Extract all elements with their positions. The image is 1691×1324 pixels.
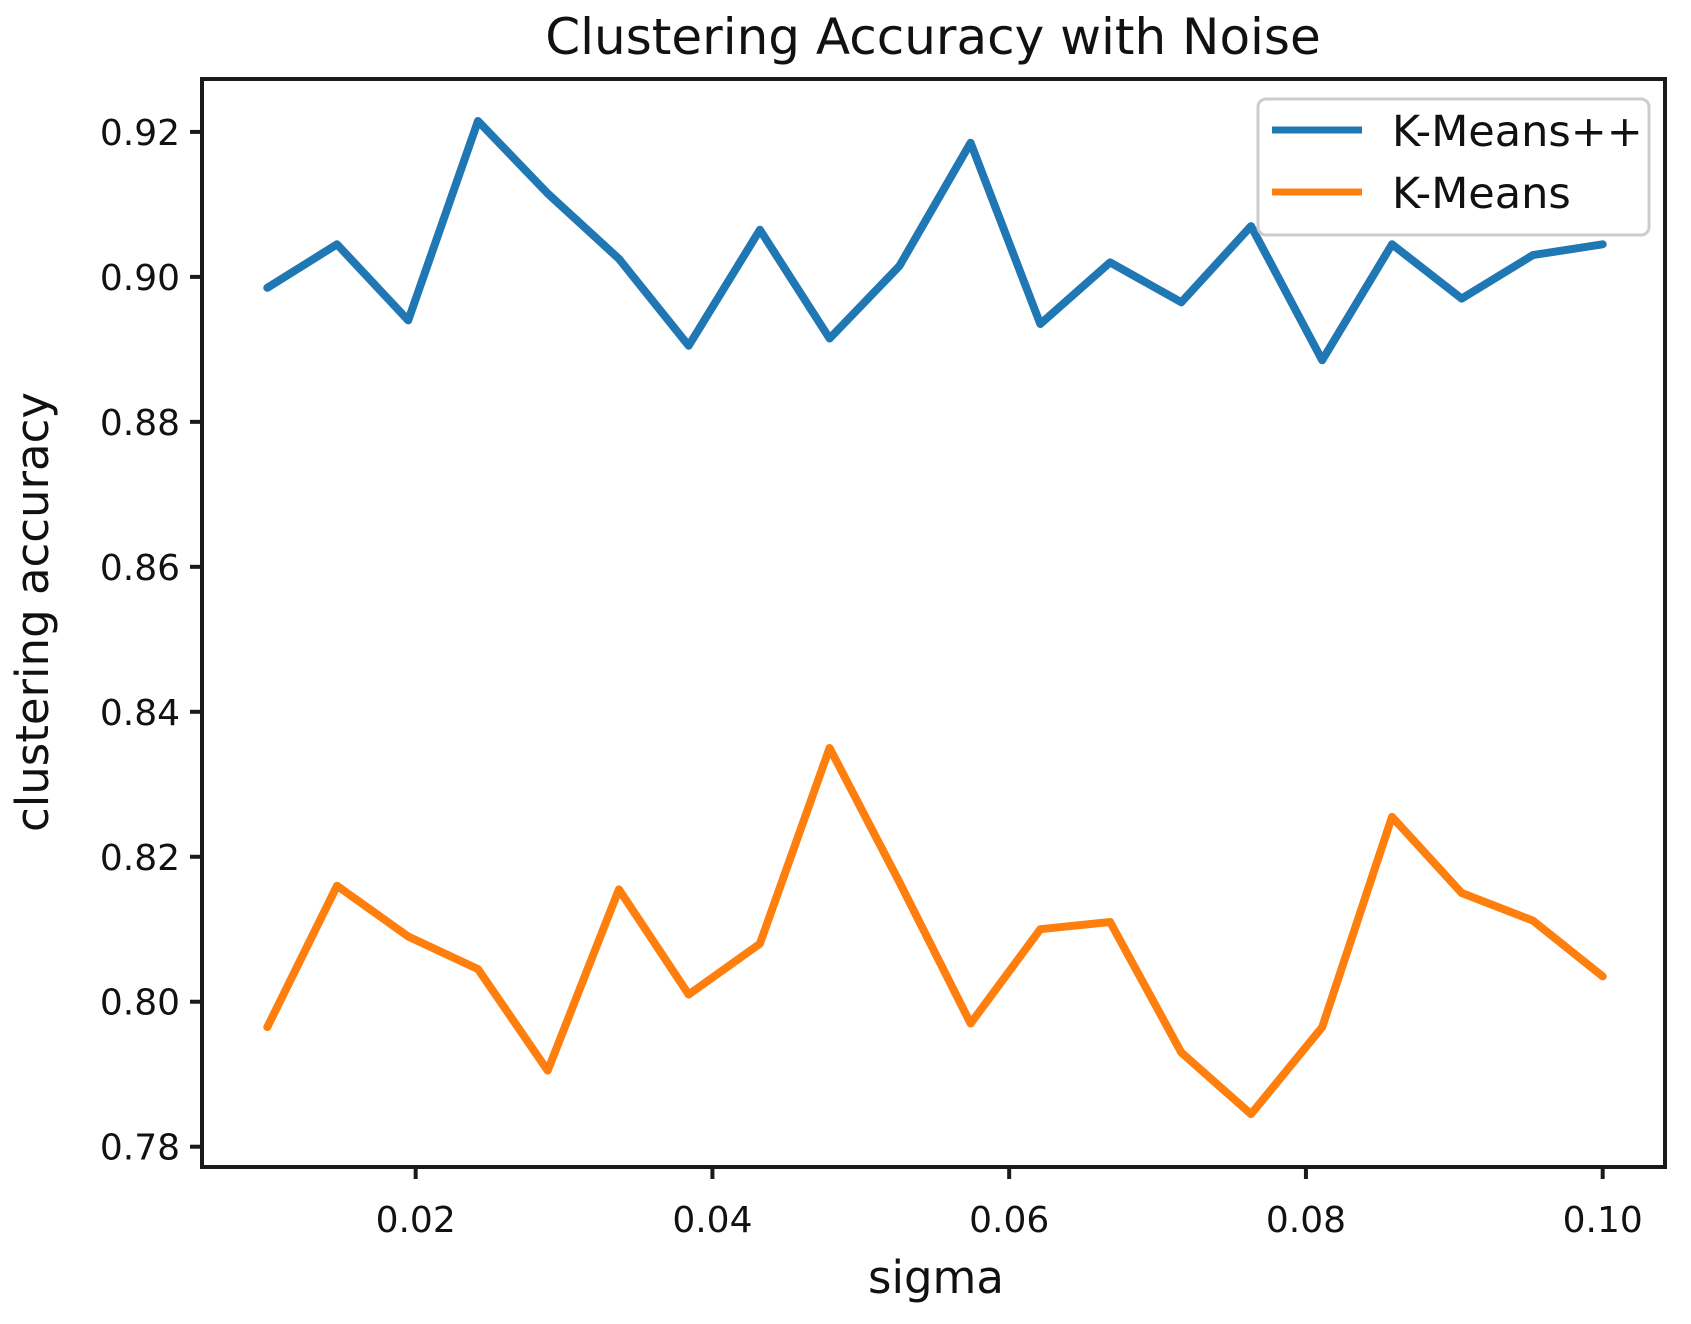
y-tick-label: 0.84: [100, 693, 180, 734]
series-line-k-means: [263, 744, 1607, 1119]
x-tick-label: 0.06: [969, 1200, 1049, 1241]
series-line-k-means-: [263, 117, 1607, 365]
series-lines: [263, 117, 1607, 1119]
legend: K-Means++ K-Means: [1256, 97, 1651, 237]
x-tick-label: 0.04: [672, 1200, 752, 1241]
y-tick-label: 0.80: [100, 983, 180, 1024]
y-tick-label: 0.90: [100, 258, 180, 299]
x-tick-label: 0.08: [1266, 1200, 1346, 1241]
y-tick-label: 0.82: [100, 838, 180, 879]
chart-title: Clustering Accuracy with Noise: [545, 8, 1321, 66]
y-axis-ticks: 0.78 0.80 0.82 0.84 0.86 0.88 0.90 0.92: [100, 113, 202, 1169]
x-tick-label: 0.10: [1563, 1200, 1643, 1241]
y-axis-label: clustering accuracy: [6, 392, 59, 832]
y-tick-label: 0.88: [100, 403, 180, 444]
x-axis-label: sigma: [868, 1251, 1004, 1304]
legend-label: K-Means++: [1392, 107, 1643, 157]
legend-label: K-Means: [1392, 169, 1571, 219]
x-axis-ticks: 0.02 0.04 0.06 0.08 0.10: [376, 1167, 1643, 1241]
y-tick-label: 0.92: [100, 113, 180, 154]
plot-border: [200, 77, 1667, 1169]
y-tick-label: 0.86: [100, 548, 180, 589]
y-tick-label: 0.78: [100, 1128, 180, 1169]
x-tick-label: 0.02: [376, 1200, 456, 1241]
